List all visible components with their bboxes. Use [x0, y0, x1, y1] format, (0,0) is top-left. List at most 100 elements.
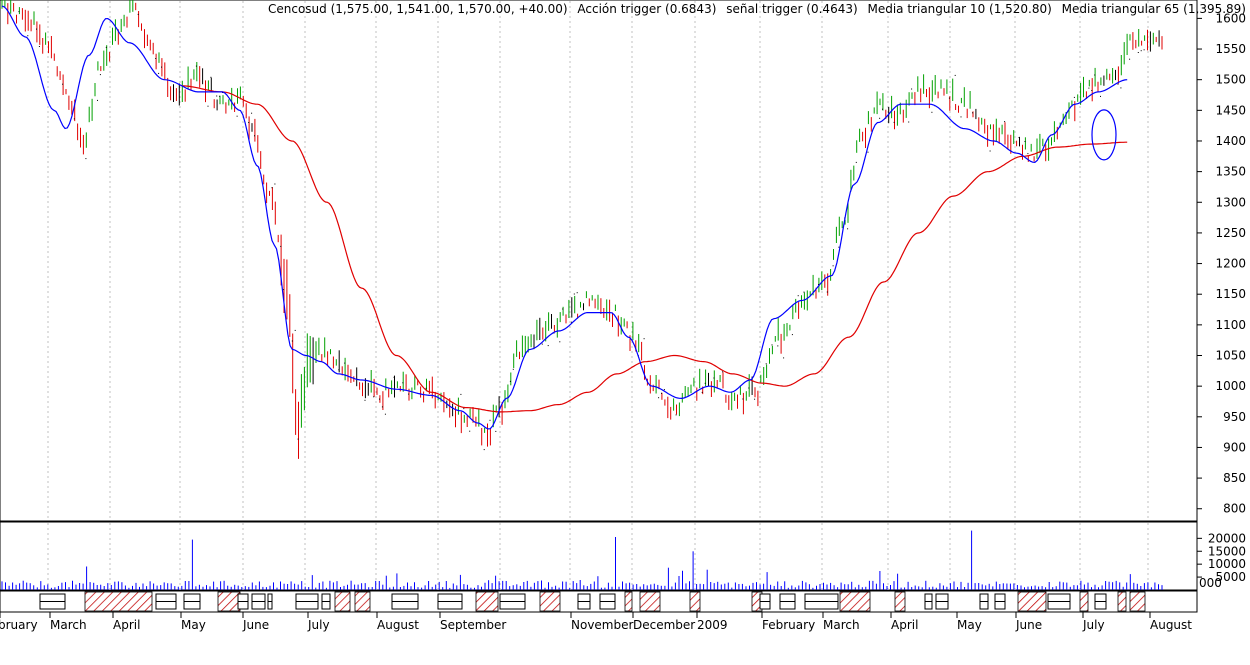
signal-dot: [425, 387, 427, 389]
signal-dot: [219, 95, 221, 97]
time-axis-label: August: [377, 618, 419, 632]
signal-dot: [1004, 121, 1006, 123]
signal-dot: [216, 95, 218, 97]
signal-dot: [210, 76, 212, 78]
volume-axis-small-label: 000: [1199, 576, 1222, 590]
signal-dot: [803, 291, 805, 293]
volume-panel: [0, 521, 1198, 591]
signal-dot: [879, 117, 881, 119]
signal-dot: [1120, 87, 1122, 89]
signal-dot: [99, 74, 101, 76]
price-axis-label: 1500: [1215, 73, 1246, 87]
time-band-block: [475, 591, 499, 612]
time-band-block: [1017, 591, 1047, 612]
signal-dot: [855, 161, 857, 163]
price-axis-label: 1350: [1215, 165, 1246, 179]
signal-dot: [704, 382, 706, 384]
signal-dot: [18, 11, 20, 13]
signal-dot: [294, 329, 296, 331]
signal-dot: [1094, 74, 1096, 76]
signal-dot: [463, 408, 465, 410]
time-band-block: [1129, 591, 1146, 612]
time-band-block: [334, 591, 351, 612]
signal-dot: [847, 228, 849, 230]
crossover-marker: [1091, 109, 1117, 161]
signal-dot: [460, 393, 462, 395]
signal-dot: [73, 118, 75, 120]
signal-dot: [27, 35, 29, 37]
signal-dot: [748, 387, 750, 389]
signal-dot: [402, 382, 404, 384]
signal-dot: [989, 150, 991, 152]
price-axis-label: 1000: [1215, 379, 1246, 393]
signal-dot: [765, 363, 767, 365]
time-axis-label: bruary: [0, 618, 38, 632]
signal-dot: [1117, 83, 1119, 85]
time-axis-label: November: [571, 618, 633, 632]
price-axis-label: 1450: [1215, 103, 1246, 117]
signal-dot: [344, 362, 346, 364]
signal-dot: [1137, 52, 1139, 53]
signal-dot: [509, 380, 511, 382]
signal-dot: [155, 58, 157, 59]
signal-dot: [195, 65, 197, 67]
price-axis-label: 1600: [1215, 11, 1246, 25]
signal-dot: [338, 369, 340, 371]
time-axis: bruary March April May June July August Septemb…: [0, 612, 1192, 632]
time-band-block: [217, 591, 241, 612]
time-axis-label: February: [762, 618, 815, 632]
legend-entry-price: Cencosud (1,575.00, 1,541.00, 1,570.00, …: [268, 2, 568, 16]
signal-dot: [512, 368, 514, 370]
time-band-block: [84, 591, 153, 612]
signal-dot: [570, 321, 572, 323]
signal-dot: [97, 99, 98, 101]
price-axis-label: 900: [1223, 440, 1246, 454]
time-band-block: [894, 591, 906, 612]
signal-dot: [291, 340, 293, 342]
signal-dot: [541, 343, 543, 345]
signal-dot: [1143, 49, 1145, 51]
signal-dot: [797, 295, 799, 297]
time-axis-label: April: [891, 618, 918, 632]
signal-dot: [1091, 90, 1093, 91]
signal-dot: [658, 397, 660, 399]
price-axis-label: 950: [1223, 410, 1246, 424]
signal-dot: [1088, 87, 1090, 89]
signal-dot: [1027, 153, 1029, 155]
signal-dot: [948, 97, 950, 99]
time-axis-label: December: [633, 618, 695, 632]
signal-dot: [783, 357, 785, 359]
price-axis: 800 850 900 950 1000 1050 1100 1150 1200 1250 1300…: [1197, 11, 1246, 516]
signal-dot: [562, 308, 564, 310]
signal-dot: [573, 293, 575, 295]
time-axis-label: April: [113, 618, 140, 632]
volume-bars: [1, 530, 1163, 590]
signal-dot: [867, 151, 869, 153]
volume-axis-label: 20000: [1208, 531, 1246, 545]
time-axis-label: July: [1082, 618, 1105, 632]
signal-dot: [274, 183, 276, 185]
signal-dot: [777, 345, 779, 347]
price-axis-label: 1400: [1215, 134, 1246, 148]
signal-dot: [62, 83, 64, 85]
signal-dot: [483, 449, 485, 451]
signal-dot: [248, 122, 250, 123]
price-axis-label: 1550: [1215, 42, 1246, 56]
price-axis-label: 850: [1223, 471, 1246, 485]
signal-dot: [882, 108, 883, 110]
signal-dot: [364, 399, 366, 401]
signal-dot: [547, 345, 549, 347]
signal-dot: [771, 344, 773, 346]
signal-dot: [911, 88, 913, 90]
signal-dot: [384, 413, 386, 415]
volume-axis-label: 5000: [1215, 570, 1246, 584]
time-band: [0, 590, 1198, 613]
time-axis-label: August: [1150, 618, 1192, 632]
signal-dot: [826, 291, 828, 293]
ma-10-line: [1, 5, 1128, 430]
time-axis-label: March: [50, 618, 87, 632]
legend-entry-trigger: Acción trigger (0.6843): [577, 2, 717, 16]
